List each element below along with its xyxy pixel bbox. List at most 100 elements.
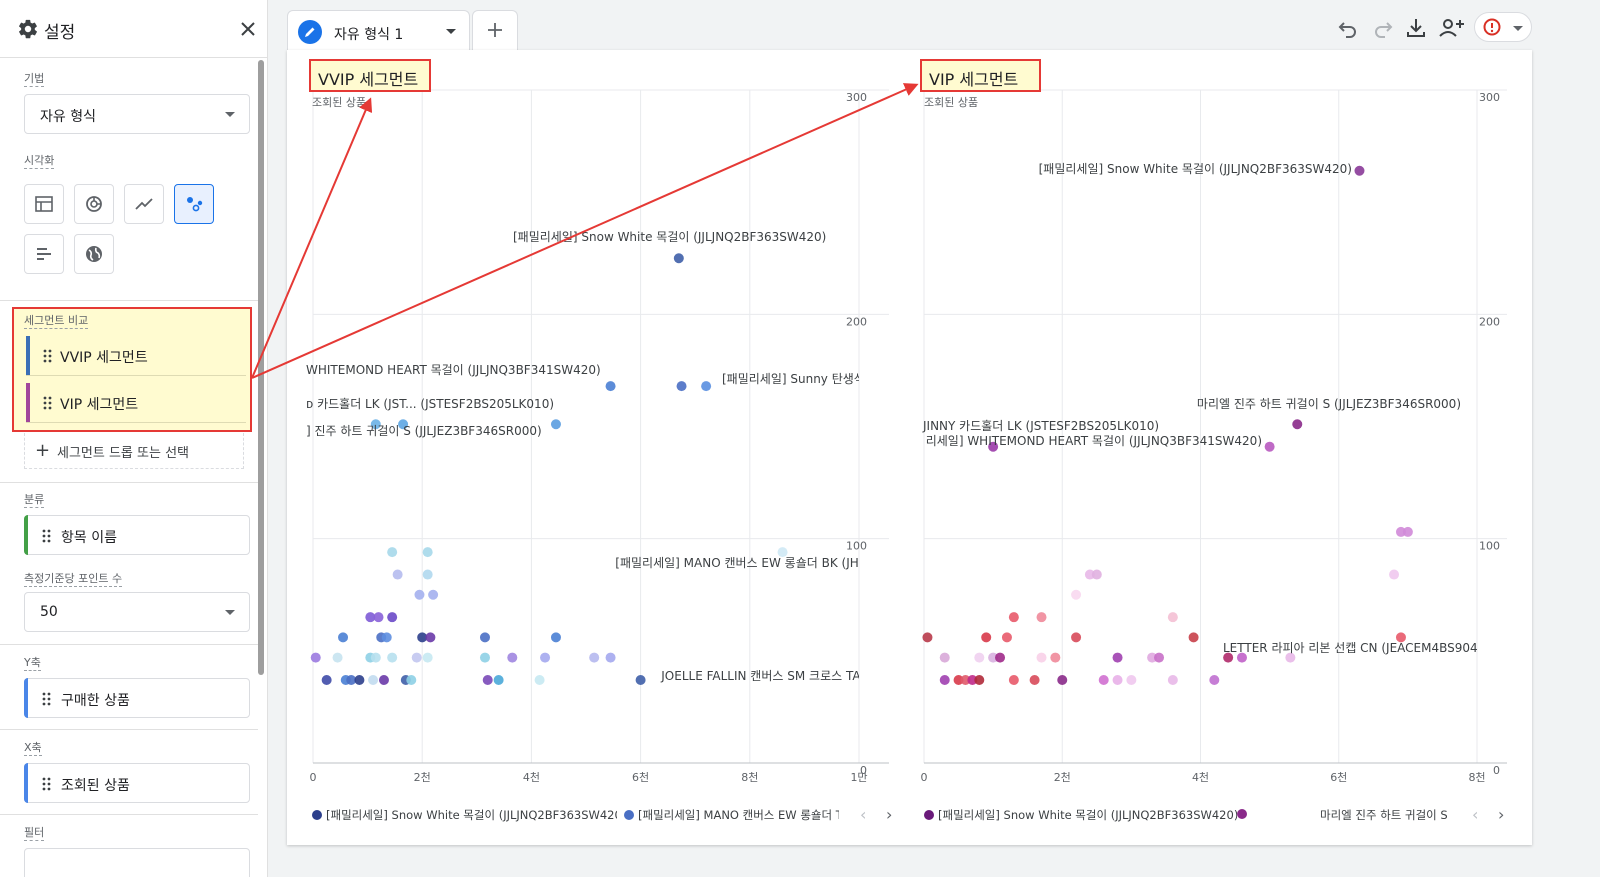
legend-label: [패밀리세일] Snow White 목걸이 (JJLJNQ2BF363SW42…	[326, 808, 617, 822]
chevron-left-icon[interactable]: ‹	[1472, 805, 1479, 824]
gear-icon	[19, 19, 37, 39]
legend-swatch	[624, 810, 634, 820]
viz-table-button[interactable]	[24, 184, 64, 224]
viz-line-button[interactable]	[124, 184, 164, 224]
line-chart-icon	[135, 198, 153, 210]
legend-item[interactable]: 마리엘 진주 하트 귀걸이 S (J	[1320, 807, 1450, 823]
data-point	[1036, 612, 1047, 623]
data-point	[338, 632, 349, 643]
points-dropdown[interactable]: 50	[24, 592, 250, 632]
data-point	[1395, 632, 1406, 643]
tab-label: 자유 형식 1	[334, 27, 404, 43]
drag-handle-icon[interactable]	[43, 396, 52, 410]
legend-item[interactable]: [패밀리세일] Snow White 목걸이 (JJLJNQ2BF363SW42…	[312, 807, 617, 823]
table-icon	[35, 196, 53, 212]
legend-item[interactable]: [패밀리세일] MANO 캔버스 EW 롱숄더 TA	[624, 807, 839, 823]
tab-freeform-1[interactable]: 자유 형식 1	[287, 10, 470, 50]
warning-icon	[1483, 18, 1501, 36]
data-point	[1112, 674, 1123, 685]
donut-chart-icon	[86, 196, 102, 212]
chevron-right-icon[interactable]: ›	[886, 805, 893, 824]
chart-title-vip: VIP 세그먼트	[920, 59, 1041, 92]
close-icon[interactable]	[238, 19, 258, 39]
data-point	[981, 632, 992, 643]
drag-handle-icon[interactable]	[43, 349, 52, 363]
chart-panel-1: 0 2천 4천 6천 8천 300 200 100 0 [패밀리세일] Snow White 목걸…	[921, 89, 1507, 784]
y-tick-label: 300	[1479, 91, 1500, 104]
data-point	[417, 632, 428, 643]
y-tick-label: 200	[1479, 315, 1500, 328]
data-point	[974, 652, 985, 663]
data-point	[1098, 674, 1109, 685]
viz-donut-button[interactable]	[74, 184, 114, 224]
drag-handle-icon[interactable]	[42, 777, 51, 791]
data-point	[332, 652, 343, 663]
x-tick-label: 8천	[1468, 770, 1485, 784]
add-segment-dropzone[interactable]: + 세그먼트 드롭 또는 선택	[24, 433, 244, 469]
data-point	[1209, 674, 1220, 685]
legend-item[interactable]	[1237, 807, 1249, 821]
data-point	[1147, 652, 1158, 663]
metric-color-bar	[24, 763, 28, 803]
filter-dropzone[interactable]	[24, 848, 250, 877]
chevron-right-icon[interactable]: ›	[1498, 805, 1505, 824]
data-point	[605, 652, 616, 663]
segment-compare-label: 세그먼트 비교	[24, 314, 89, 329]
undo-button[interactable]	[1336, 16, 1360, 40]
share-button[interactable]	[1438, 16, 1466, 40]
share-icon	[1439, 19, 1464, 37]
segment-chip-vvip[interactable]: VVIP 세그먼트	[26, 336, 246, 376]
data-point	[995, 652, 1006, 663]
point-annotation: [패밀리세일] Snow White 목걸이 (JJLJNQ2BF363SW42…	[1039, 162, 1352, 176]
plus-icon	[488, 23, 502, 37]
warning-button[interactable]	[1474, 12, 1532, 42]
y-axis-chip[interactable]: 구매한 상품	[24, 678, 250, 718]
data-point	[425, 632, 436, 643]
technique-dropdown[interactable]: 자유 형식	[24, 94, 250, 134]
data-point	[1285, 652, 1296, 663]
data-point	[507, 652, 518, 663]
x-axis-value: 조회된 상품	[61, 778, 130, 794]
download-button[interactable]	[1404, 16, 1428, 40]
undo-icon	[1338, 22, 1356, 38]
y-axis-label: Y축	[24, 656, 41, 671]
data-point	[422, 569, 433, 580]
viz-bar-button[interactable]	[24, 234, 64, 274]
points-value: 50	[40, 604, 58, 620]
x-axis-title-vvip: 조회된 상품	[312, 96, 367, 109]
data-point	[953, 674, 964, 685]
data-point	[1071, 589, 1082, 600]
drag-handle-icon[interactable]	[42, 692, 51, 706]
data-point	[1112, 652, 1123, 663]
add-tab-button[interactable]	[472, 10, 518, 50]
divider	[0, 814, 258, 815]
sidebar-scrollbar[interactable]	[258, 60, 264, 675]
legend-item[interactable]: [패밀리세일] Snow White 목걸이 (JJLJNQ2BF363SW42…	[924, 807, 1237, 823]
segment-chip-vip[interactable]: VIP 세그먼트	[26, 383, 246, 423]
drag-handle-icon[interactable]	[42, 529, 51, 543]
breakdown-chip[interactable]: 항목 이름	[24, 515, 250, 555]
data-point	[346, 674, 357, 685]
data-point	[398, 419, 409, 430]
divider	[0, 482, 258, 483]
x-axis-title-vip: 조회된 상품	[924, 96, 979, 109]
data-point	[479, 652, 490, 663]
data-point	[406, 674, 417, 685]
viz-scatter-button[interactable]	[174, 184, 214, 224]
viz-geo-button[interactable]	[74, 234, 114, 274]
x-axis-chip[interactable]: 조회된 상품	[24, 763, 250, 803]
data-point	[550, 632, 561, 643]
data-point	[370, 652, 381, 663]
globe-icon	[86, 246, 102, 262]
pencil-icon	[298, 20, 322, 44]
legend-swatch	[312, 810, 322, 820]
data-point	[414, 589, 425, 600]
redo-button[interactable]	[1371, 16, 1395, 40]
data-point	[1236, 652, 1247, 663]
data-point	[1001, 632, 1012, 643]
chevron-down-icon[interactable]	[446, 29, 456, 34]
point-annotation: [패밀리세일] Sunny 탄생석 팔찌 (J	[722, 372, 903, 386]
x-tick-label: 4천	[523, 770, 540, 784]
x-tick-label: 1만	[850, 771, 867, 784]
chevron-left-icon[interactable]: ‹	[860, 805, 867, 824]
